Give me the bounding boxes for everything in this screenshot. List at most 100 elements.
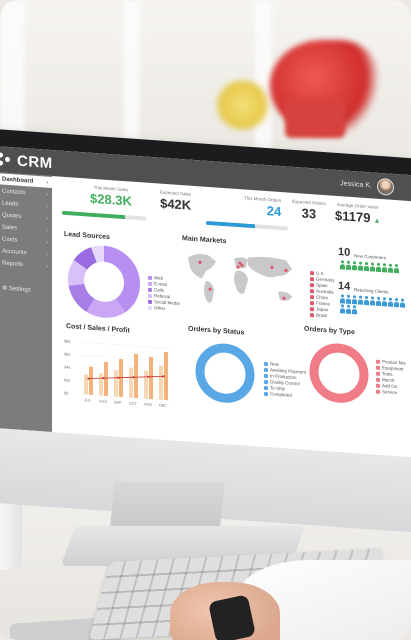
dashboard-main: This Month Sales $28.3K Expected Sales $… [52,176,411,458]
kpi-expected-sales: Expected Sales $42K [160,190,191,213]
legend-swatch [310,270,314,276]
kpi-value: 24 [266,203,282,220]
sidebar: Dashboard › Contacts › Leads › Quotes › Sales › Co… [0,172,52,433]
kpi-expected-orders: Expected Orders 33 [292,199,326,222]
map-marker [284,268,288,273]
lead-slice [68,245,140,318]
person-icon [346,305,351,314]
gridline [80,367,172,375]
sales-progress-bar [62,210,146,221]
cost-sales-profit-title: Cost / Sales / Profit [66,323,130,335]
sidebar-item-label: Sales [2,224,18,232]
orders-by-status-title: Orders by Status [188,325,245,337]
bar-cost [159,365,163,400]
user-menu[interactable]: Jessica K. [340,175,394,196]
legend-swatch [310,288,314,294]
sidebar-item-label: Reports [2,260,24,268]
legend-label: Calls [154,287,165,293]
orders-by-type-legend: Product Mix Equipment Tools Merch Add On Serv… [376,359,406,397]
lead-slice [68,245,140,318]
legend-swatch [310,276,314,282]
legend-swatch [148,305,152,310]
legend-swatch [310,282,314,288]
sidebar-item-label: Accounts [2,248,27,256]
world-map [188,253,292,303]
profit-line [88,375,164,380]
user-name: Jessica K. [340,180,372,190]
bar-cost [99,373,103,396]
sidebar-item-label: Quotes [2,212,22,220]
legend-label: China [316,294,328,301]
x-tick-label: NOV [144,402,153,407]
bar-sales [104,361,108,396]
person-icon [388,298,393,307]
avatar[interactable] [377,177,394,196]
legend-swatch [376,377,380,382]
profit-point [87,377,90,380]
chevron-right-icon: › [46,251,48,258]
main-markets-title: Main Markets [182,235,227,246]
lead-slice [68,245,140,318]
x-tick-label: JUL [84,398,91,402]
returning-clients-label: Returning Clients [354,287,389,295]
x-tick-label: AUG [99,399,107,404]
bar-sales [89,366,93,395]
kpi-month-orders: This Month Orders 24 [244,195,281,219]
y-tick-label: $0 [64,390,69,395]
lead-sources-donut [68,245,140,318]
orders-by-type-donut [309,343,369,403]
map-marker [238,261,242,265]
orders-by-status-donut [195,343,255,403]
legend-label: U.S. [316,270,325,277]
legend-swatch [376,383,380,388]
sidebar-item-label: Contacts [2,188,26,196]
legend-swatch [148,293,152,298]
legend-swatch [376,389,380,394]
sidebar-item-label: Leads [2,200,19,208]
kpi-value: $42K [160,195,192,213]
legend-label: Tools [382,371,393,377]
legend-swatch [148,287,152,292]
legend-swatch [264,367,268,372]
bar-cost [129,367,133,398]
kpi-value: 33 [301,205,317,222]
bar-sales [134,353,138,399]
profit-point [132,376,135,379]
map-marker [198,260,202,265]
legend-label: Other [154,305,166,311]
legend-swatch [310,300,314,306]
chevron-right-icon: › [46,179,48,186]
chevron-right-icon: › [46,191,48,198]
kpi-month-sales: This Month Sales $28.3K [90,185,132,209]
legend-swatch [148,281,152,286]
chevron-right-icon: › [46,227,48,234]
person-icon [364,296,369,305]
sidebar-item-label: Dashboard [2,176,34,185]
sidebar-item-label: Settings [9,286,31,294]
kpi-average-order: Average Order Value $1179 ▲ [335,202,380,226]
returning-clients-count: 14 [338,280,351,293]
orders-by-type-title: Orders by Type [304,325,355,337]
x-tick-label: OCT [129,401,138,406]
person-icon [358,295,363,304]
person-icon [364,262,369,271]
legend-swatch [264,391,268,396]
person-icon [388,264,393,273]
brand-logo[interactable]: CRM [0,150,53,172]
person-icon [340,294,345,303]
x-tick-label: SEP [114,400,122,405]
person-icon [400,298,405,307]
person-icon [394,298,399,307]
gridline [80,354,172,362]
kpi-value: $28.3K [90,190,132,209]
person-icon [358,261,363,270]
legend-label: Japan [316,306,329,313]
lead-sources-legend: Web E-mail Calls Referral Social Media Other [148,275,180,313]
person-icon [352,305,357,314]
bar-cost [84,374,88,395]
sidebar-item-settings[interactable]: ⚙ Settings [0,282,52,297]
person-icon [340,304,345,313]
profit-point [117,376,120,379]
map-marker [282,296,286,300]
